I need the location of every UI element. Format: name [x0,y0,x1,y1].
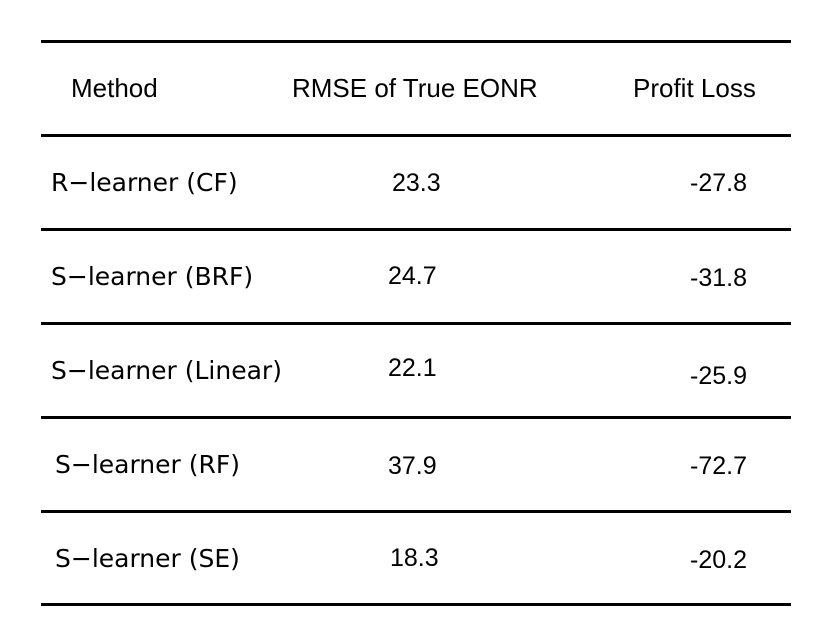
row-rule [41,416,791,419]
row-5-rmse: 18.3 [390,544,439,572]
row-3-method: S−learner (Linear) [51,356,282,385]
row-3-rmse: 22.1 [388,354,437,382]
row-rule [41,510,791,513]
header-method: Method [71,73,158,103]
top-rule [41,40,791,43]
row-2-profit-loss: -31.8 [690,264,747,292]
row-5-profit-loss: -20.2 [690,546,747,574]
bottom-rule [41,603,791,606]
row-4-rmse: 37.9 [388,452,437,480]
row-rule [41,228,791,231]
row-5-method: S−learner (SE) [55,544,240,573]
row-4-method: S−learner (RF) [55,450,241,479]
row-2-method: S−learner (BRF) [51,262,254,291]
row-1-rmse: 23.3 [392,169,441,197]
row-3-profit-loss: -25.9 [690,362,747,390]
row-2-rmse: 24.7 [388,262,437,290]
row-1-profit-loss: -27.8 [690,169,747,197]
row-4-profit-loss: -72.7 [690,452,747,480]
header-profit-loss: Profit Loss [633,73,756,103]
row-1-method: R−learner (CF) [51,168,238,197]
header-rmse: RMSE of True EONR [292,73,538,103]
row-rule [41,322,791,325]
header-rule [41,134,791,137]
